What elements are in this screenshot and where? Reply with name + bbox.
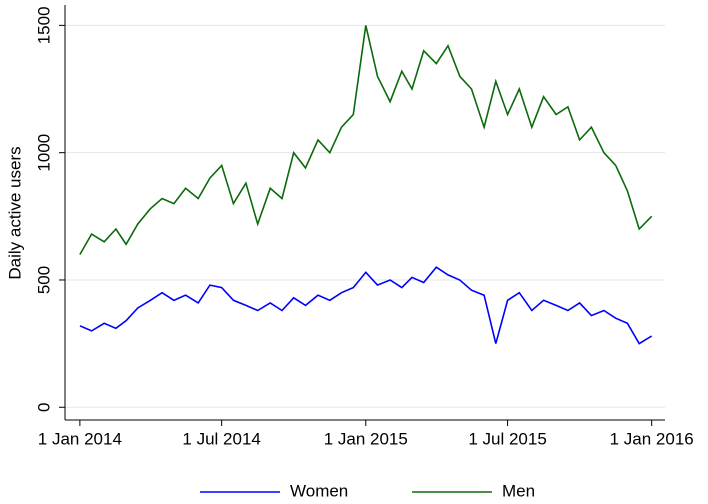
x-tick-label: 1 Jul 2014 [182,429,260,448]
x-tick-label: 1 Jul 2015 [468,429,546,448]
series-line [79,25,653,255]
y-axis-label: Daily active users [5,146,24,279]
legend-label: Men [502,481,535,500]
legend-label: Women [290,481,348,500]
x-tick-label: 1 Jan 2014 [38,429,122,448]
y-tick-label: 1000 [34,134,53,172]
y-tick-label: 500 [34,266,53,294]
y-tick-label: 1500 [34,6,53,44]
x-tick-label: 1 Jan 2015 [324,429,408,448]
y-tick-label: 0 [34,403,53,412]
series-line [79,266,653,345]
x-tick-label: 1 Jan 2016 [610,429,694,448]
